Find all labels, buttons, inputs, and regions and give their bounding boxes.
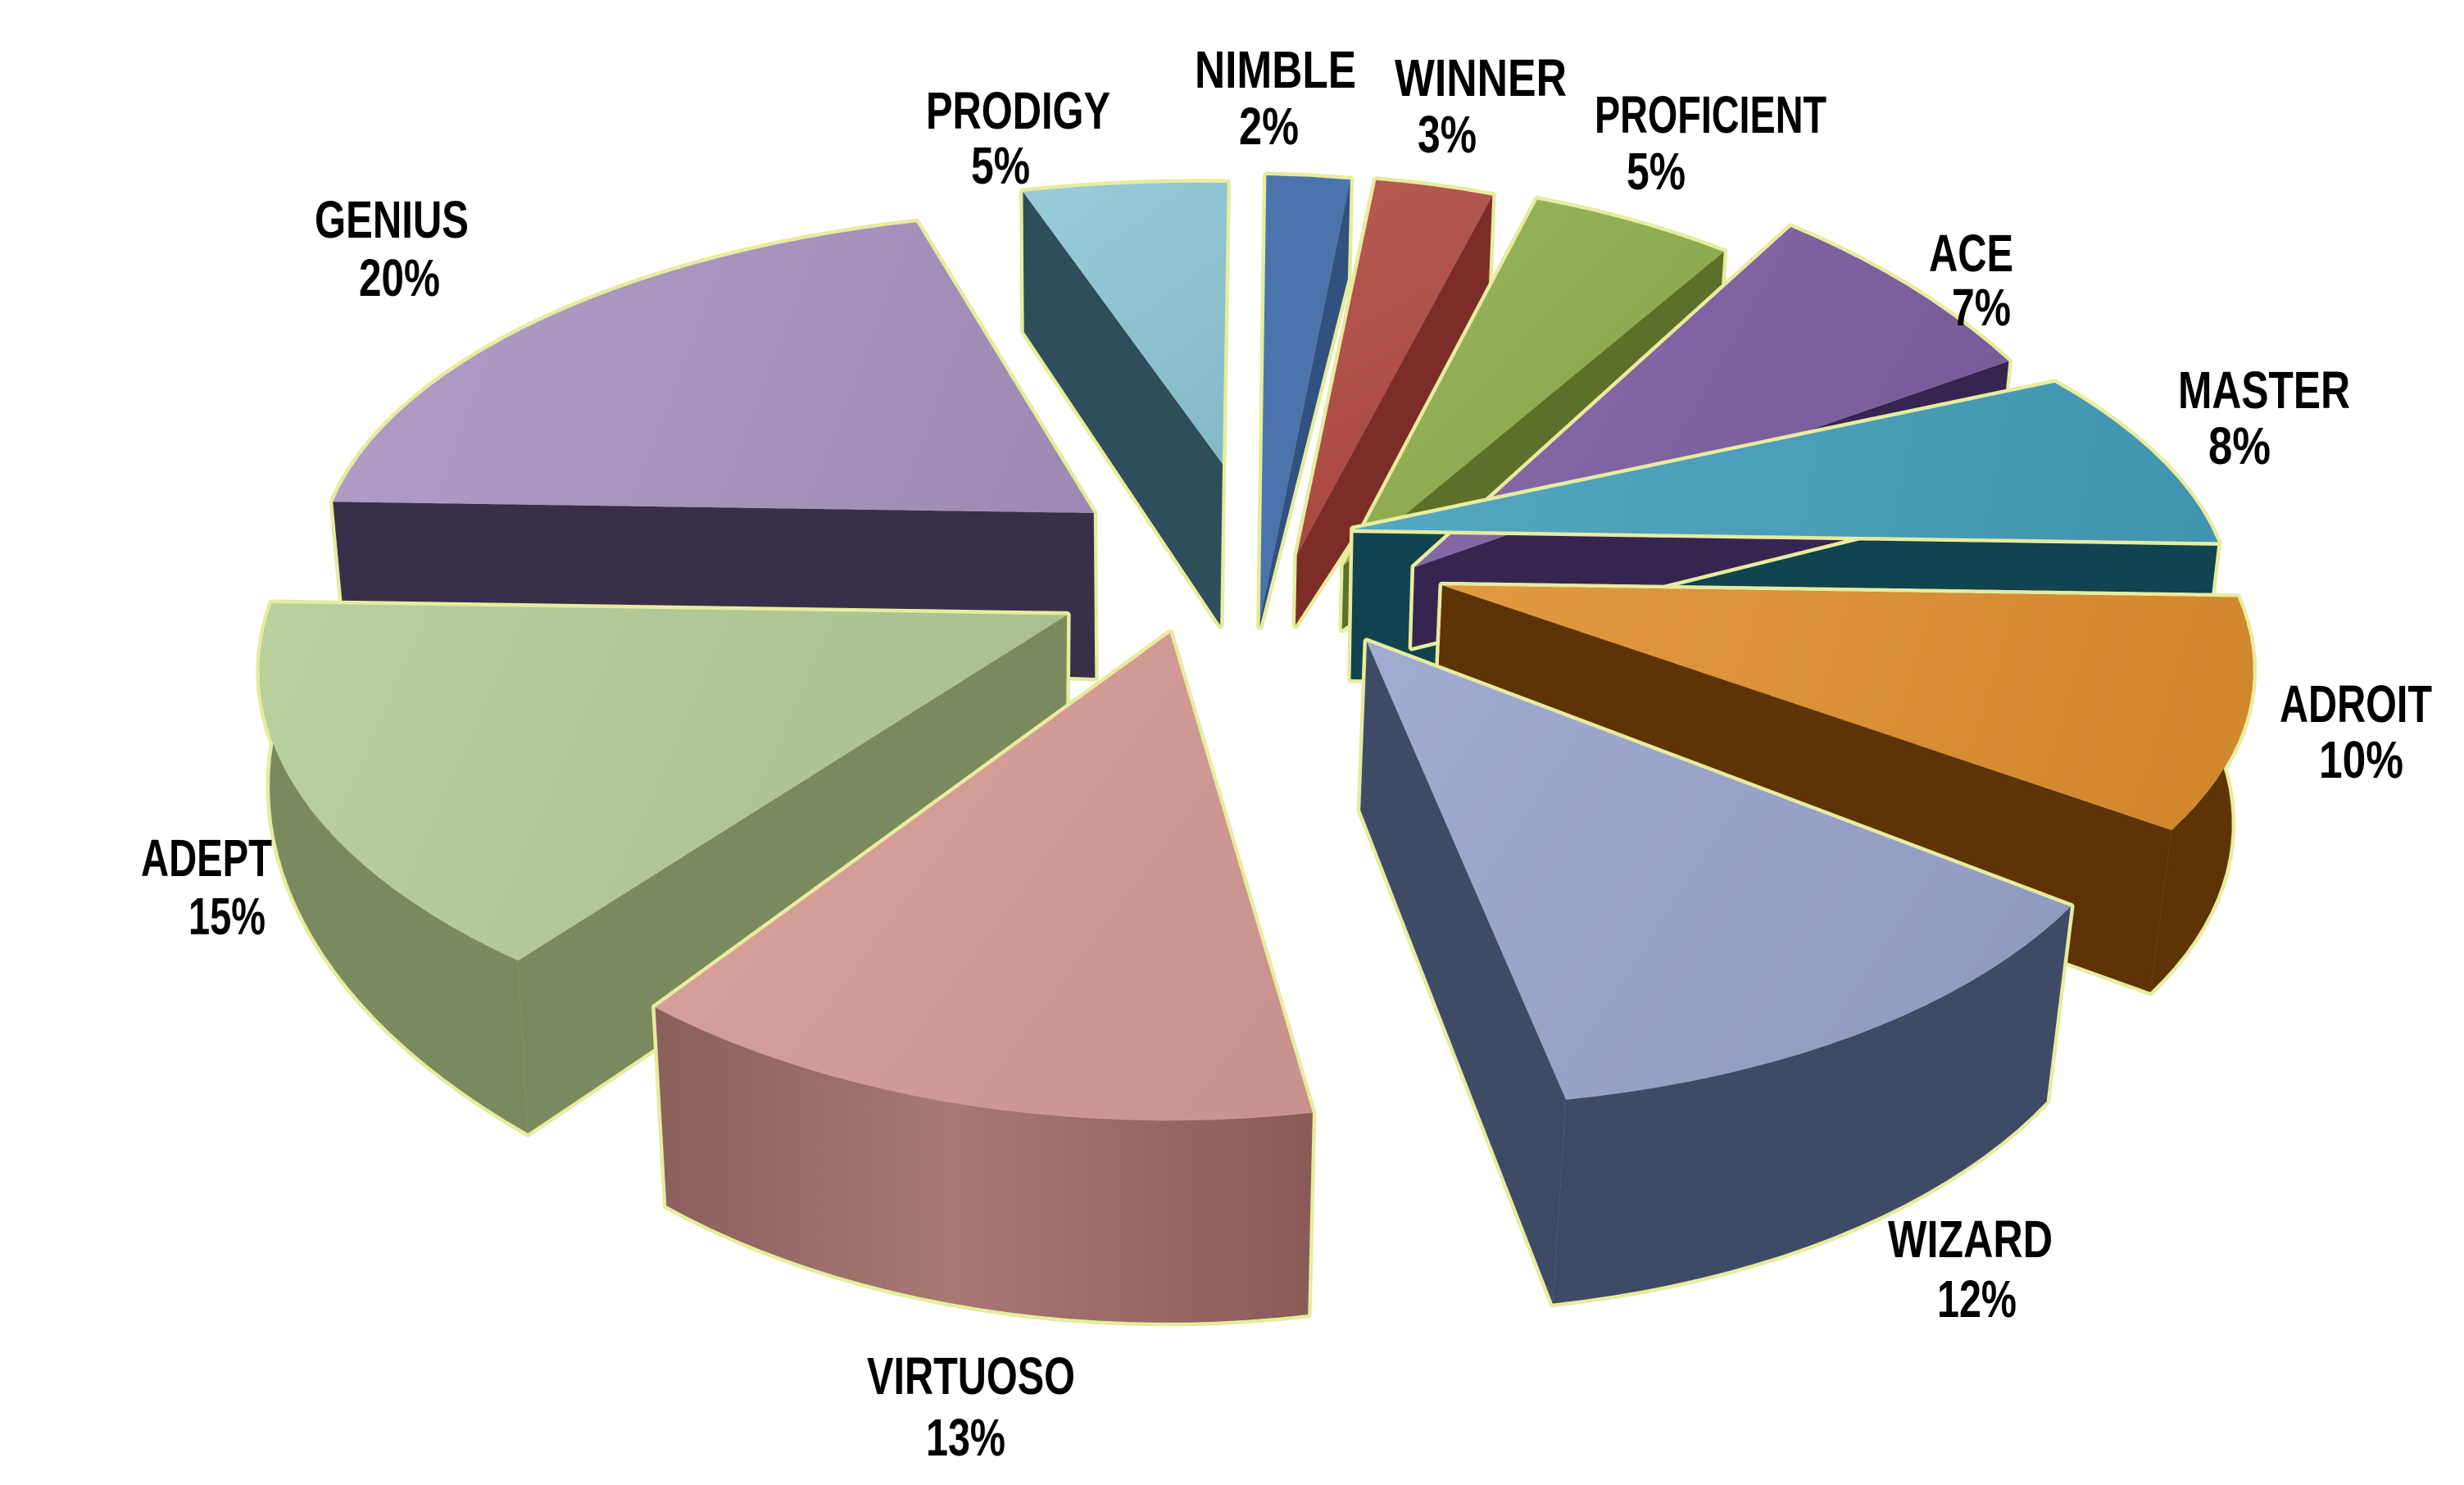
svg-text:13%: 13% xyxy=(926,1408,1005,1467)
svg-text:5%: 5% xyxy=(1627,142,1686,201)
svg-text:MASTER: MASTER xyxy=(2178,361,2350,420)
svg-text:10%: 10% xyxy=(2319,730,2403,789)
svg-text:PROFICIENT: PROFICIENT xyxy=(1595,85,1826,144)
svg-text:8%: 8% xyxy=(2208,416,2271,475)
svg-text:VIRTUOSO: VIRTUOSO xyxy=(867,1346,1075,1406)
svg-text:15%: 15% xyxy=(188,887,265,946)
svg-text:WIZARD: WIZARD xyxy=(1888,1210,2053,1269)
svg-text:7%: 7% xyxy=(1952,278,2011,337)
svg-text:2%: 2% xyxy=(1239,97,1299,156)
svg-text:PRODIGY: PRODIGY xyxy=(926,81,1110,140)
svg-text:12%: 12% xyxy=(1937,1269,2017,1328)
svg-text:5%: 5% xyxy=(971,136,1030,195)
svg-text:3%: 3% xyxy=(1418,105,1477,164)
svg-text:ACE: ACE xyxy=(1929,224,2013,283)
svg-text:ADEPT: ADEPT xyxy=(141,829,272,888)
svg-text:NIMBLE: NIMBLE xyxy=(1195,40,1356,99)
svg-text:WINNER: WINNER xyxy=(1395,48,1567,107)
svg-text:20%: 20% xyxy=(359,248,440,307)
svg-text:ADROIT: ADROIT xyxy=(2280,674,2432,733)
svg-text:GENIUS: GENIUS xyxy=(315,190,469,249)
